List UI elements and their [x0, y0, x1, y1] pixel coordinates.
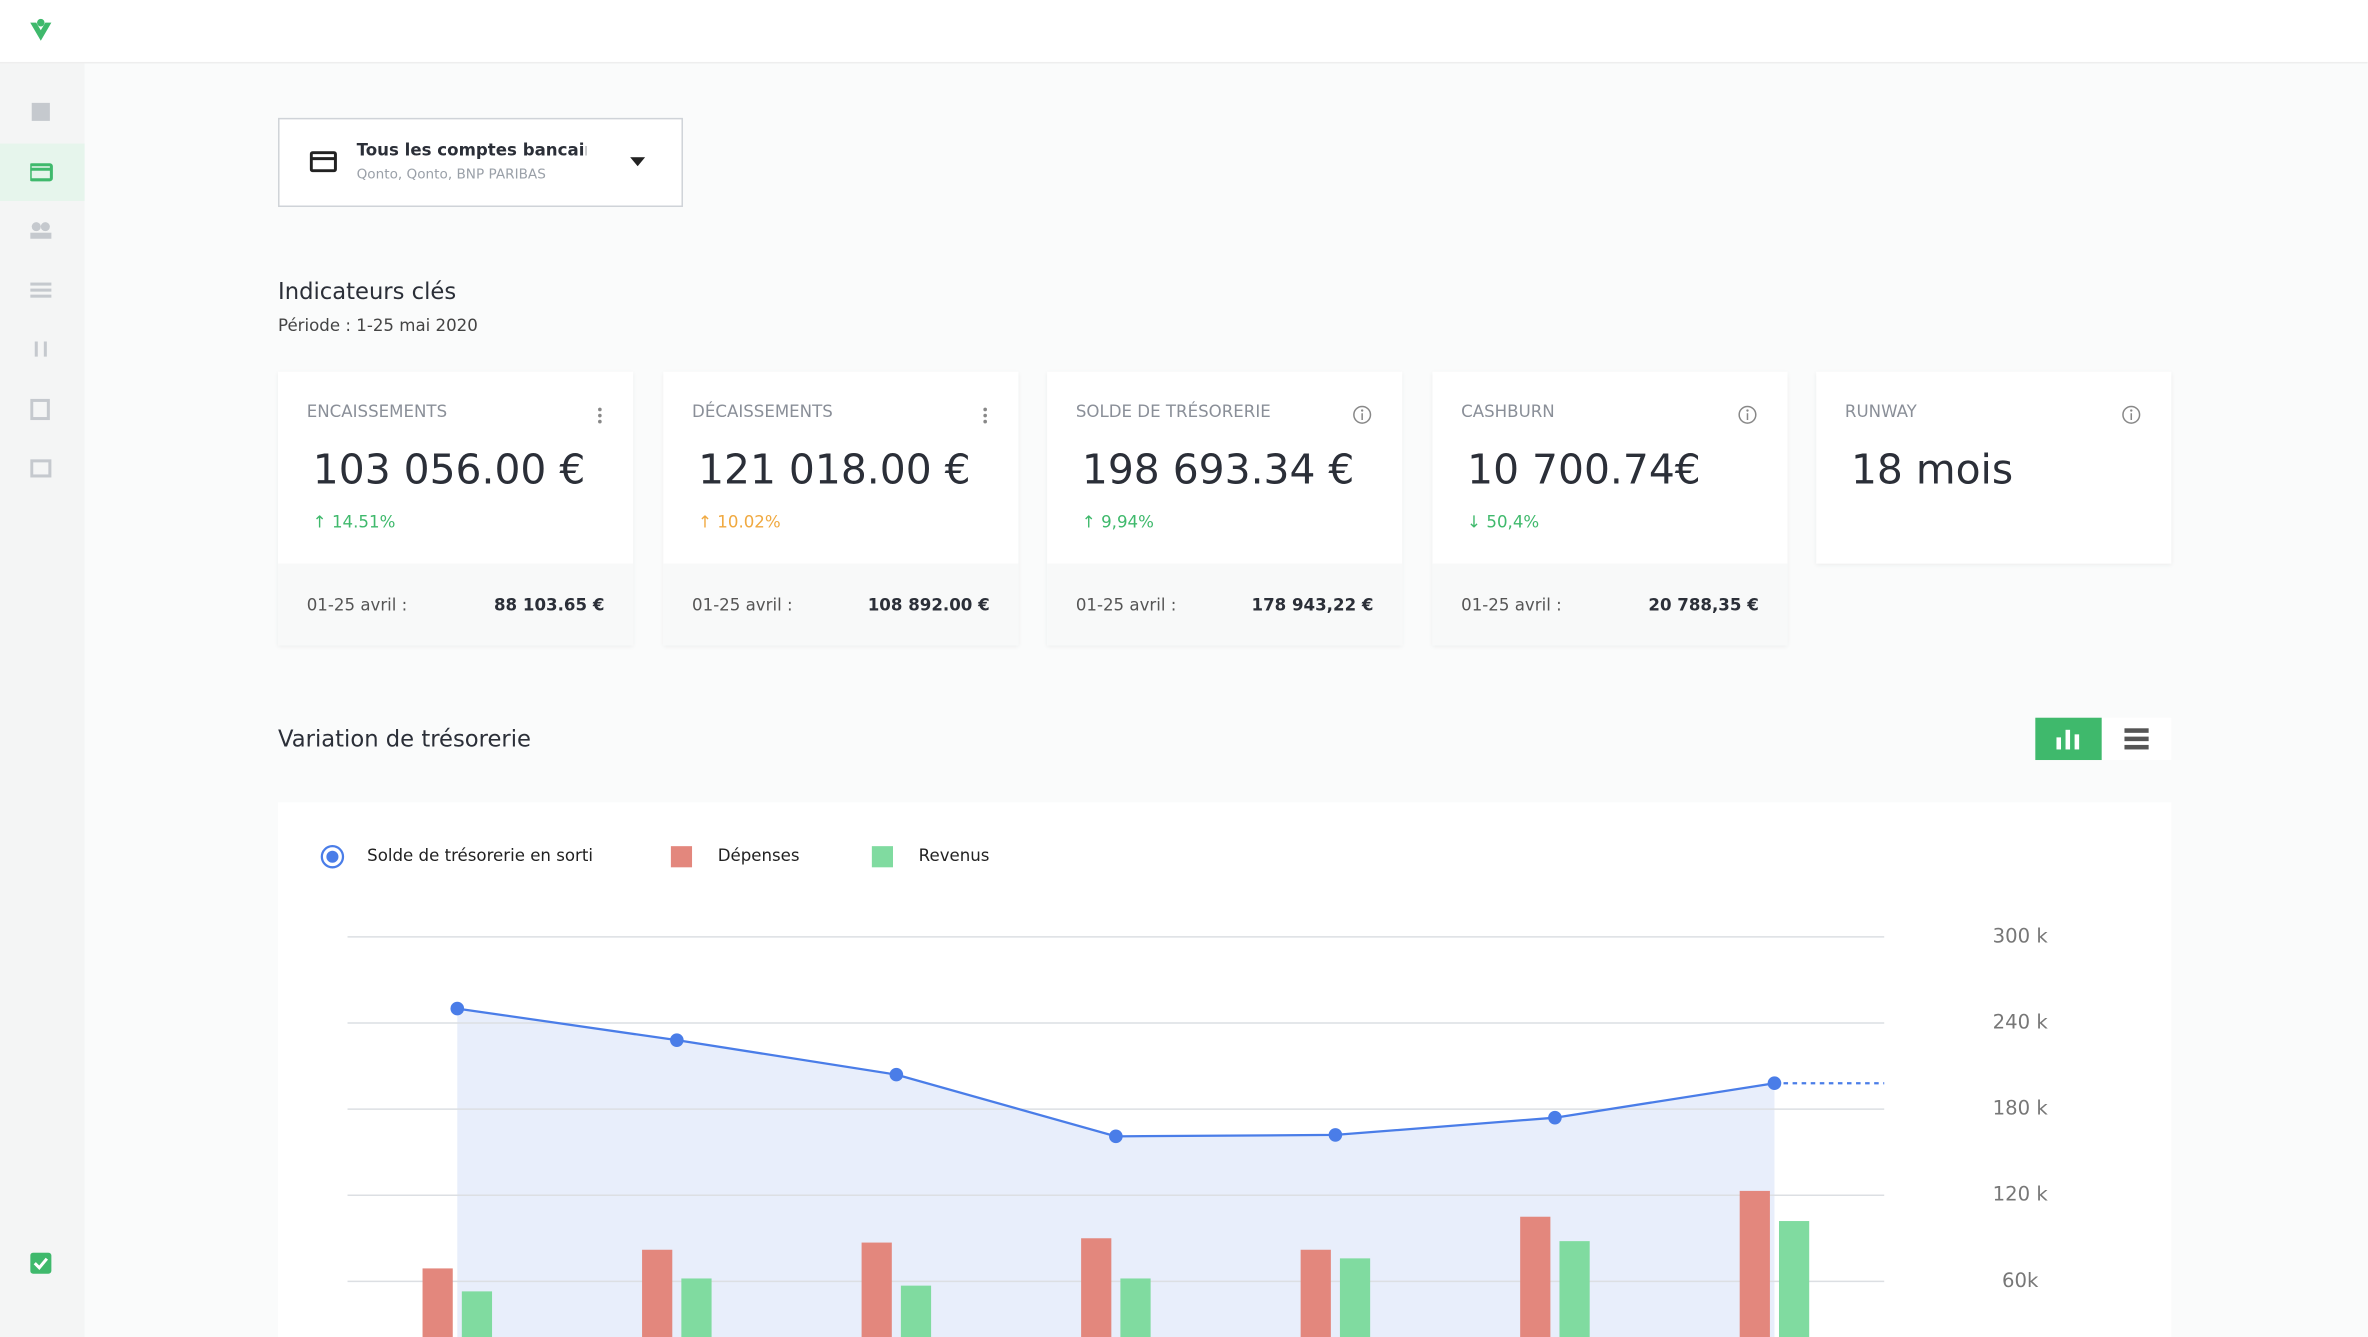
bar	[1520, 1216, 1551, 1337]
card-footer: 01-25 avril : 178 943,22 €	[1047, 563, 1403, 646]
previous-value: 178 943,22 €	[1251, 595, 1374, 615]
bar	[681, 1278, 712, 1337]
bar	[461, 1291, 493, 1337]
active-item-bg	[0, 143, 85, 201]
legend-marker	[871, 846, 894, 868]
info-icon[interactable]	[1352, 402, 1372, 431]
card-value: 10 700.74€	[1467, 447, 1701, 495]
bar	[1081, 1238, 1112, 1337]
card-icon	[309, 151, 337, 173]
balance-point	[1767, 1076, 1782, 1091]
bar	[1300, 1249, 1331, 1337]
legend-marker	[326, 850, 339, 863]
card-change: ↓ 50,4%	[1467, 512, 1540, 532]
y-tick-label: 240 k	[1993, 1010, 2049, 1033]
card-change: ↑ 10.02%	[698, 512, 781, 532]
card-footer: 01-25 avril : 20 788,35 €	[1432, 563, 1788, 646]
table-view-button[interactable]	[2101, 717, 2172, 761]
balance-point	[450, 1001, 465, 1016]
y-tick-label: 120 k	[1993, 1183, 2049, 1206]
y-tick-label: 60k	[2002, 1269, 2039, 1292]
section-title: Indicateurs clés	[278, 278, 457, 306]
nav-icons[interactable]	[30, 102, 54, 556]
card-footer: 01-25 avril : 108 892.00 €	[663, 563, 1019, 646]
top-bar	[0, 0, 2368, 64]
previous-value: 88 103.65 €	[493, 595, 605, 615]
period: Période : 1-25 mai 2020	[278, 315, 478, 336]
balance-point	[1109, 1129, 1123, 1144]
balance-point	[1328, 1128, 1343, 1142]
previous-value: 20 788,35 €	[1648, 595, 1759, 615]
previous-label: 01-25 avril :	[1461, 595, 1562, 615]
chart: Solde de trésorerie en sorti Dépenses Reve…	[278, 802, 2172, 1337]
sidebar	[0, 63, 85, 1337]
indicator-card: ENCAISSEMENTS 103 056.00 € ↑ 14.51% 01-25 a…	[278, 371, 634, 646]
balance-point	[889, 1067, 904, 1082]
dropdown-arrow	[630, 157, 646, 167]
bar	[1778, 1221, 1810, 1337]
indicator-card: RUNWAY 18 mois	[1816, 371, 2172, 564]
card-label: DÉCAISSEMENTS	[692, 401, 833, 422]
previous-label: 01-25 avril :	[306, 595, 408, 615]
legend-marker	[670, 846, 693, 868]
card-change: ↑ 14.51%	[312, 512, 396, 532]
card-change: ↑ 9,94%	[1081, 512, 1154, 532]
bar	[642, 1249, 673, 1337]
bar	[1120, 1278, 1151, 1337]
card-value: 198 693.34 €	[1081, 447, 1355, 495]
card-label: ENCAISSEMENTS	[306, 401, 448, 422]
legend-marker	[320, 845, 345, 869]
card-label: CASHBURN	[1461, 401, 1555, 422]
previous-label: 01-25 avril :	[692, 595, 793, 615]
menu-icon[interactable]	[982, 402, 988, 431]
card-label: SOLDE DE TRÉSORERIE	[1075, 401, 1271, 422]
info-icon[interactable]	[2121, 402, 2141, 431]
menu-icon[interactable]	[597, 402, 603, 431]
logo[interactable]	[27, 17, 54, 47]
card-value: 18 mois	[1850, 447, 2014, 495]
card-label: RUNWAY	[1844, 401, 1917, 422]
bar	[1739, 1190, 1770, 1337]
y-tick-label: 180 k	[1993, 1097, 2049, 1120]
card-value: 103 056.00 €	[312, 447, 586, 495]
bar	[1339, 1258, 1371, 1337]
info-icon[interactable]	[1738, 402, 1758, 431]
indicator-card: CASHBURN 10 700.74€ ↓ 50,4% 01-25 avril : 20…	[1432, 371, 1788, 646]
previous-value: 108 892.00 €	[867, 595, 990, 615]
selector-subtitle: Qonto, Qonto, BNP PARIBAS	[356, 167, 546, 183]
card-value: 121 018.00 €	[698, 447, 971, 495]
bar	[900, 1285, 932, 1337]
y-tick-label: 300 k	[1993, 924, 2049, 947]
indicator-card: SOLDE DE TRÉSORERIE 198 693.34 € ↑ 9,94% 01…	[1047, 371, 1403, 646]
chart-view-button[interactable]	[2035, 717, 2102, 761]
previous-label: 01-25 avril :	[1075, 595, 1177, 615]
legend-label: Revenus	[919, 846, 990, 865]
status-icon[interactable]	[30, 1252, 53, 1276]
bar	[422, 1268, 453, 1337]
bar	[861, 1242, 892, 1337]
balance-point	[670, 1033, 684, 1047]
balance-point	[1548, 1110, 1562, 1125]
selector-title: Tous les comptes bancaires	[356, 140, 587, 161]
indicator-card: DÉCAISSEMENTS 121 018.00 € ↑ 10.02% 01-25 a…	[663, 371, 1019, 646]
card-footer: 01-25 avril : 88 103.65 €	[278, 563, 634, 646]
account-selector[interactable]: Tous les comptes bancaires Qonto, Qonto,…	[278, 117, 683, 208]
legend-label: Dépenses	[718, 846, 800, 865]
balance-area	[457, 1008, 1775, 1337]
bar	[1559, 1241, 1590, 1337]
legend-label: Solde de trésorerie en sorti	[367, 846, 593, 865]
chart-title: Variation de trésorerie	[278, 725, 531, 753]
